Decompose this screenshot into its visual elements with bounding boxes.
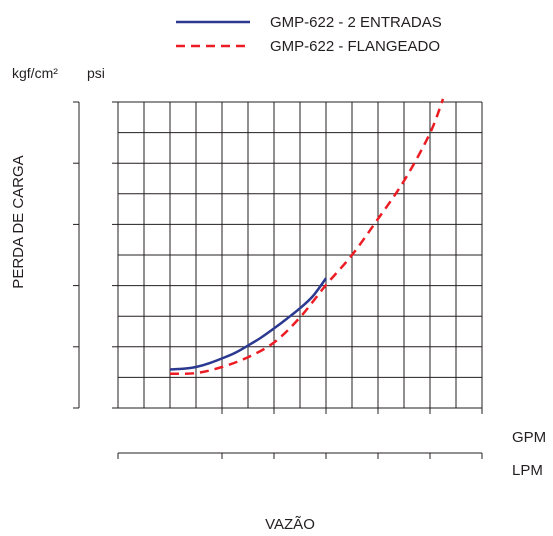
y2-unit-label: kgf/cm² [12,65,58,81]
y-unit-label: psi [87,65,105,81]
y-axis-title: PERDA DE CARGA [10,155,27,288]
grid [117,101,483,409]
legend-label-2-entradas: GMP-622 - 2 ENTRADAS [270,14,442,31]
series-line-2-entradas [169,277,328,371]
series [169,98,445,376]
x-axis-title: VAZÃO [265,516,315,533]
x2-unit-label-lpm: LPM [512,462,543,479]
axes [73,101,483,459]
x-unit-label-gpm: GPM [512,429,546,446]
legend-label-flangeado: GMP-622 - FLANGEADO [270,38,440,55]
legend: GMP-622 - 2 ENTRADAS GMP-622 - FLANGEADO [176,14,442,55]
series-line-flangeado [169,98,445,376]
